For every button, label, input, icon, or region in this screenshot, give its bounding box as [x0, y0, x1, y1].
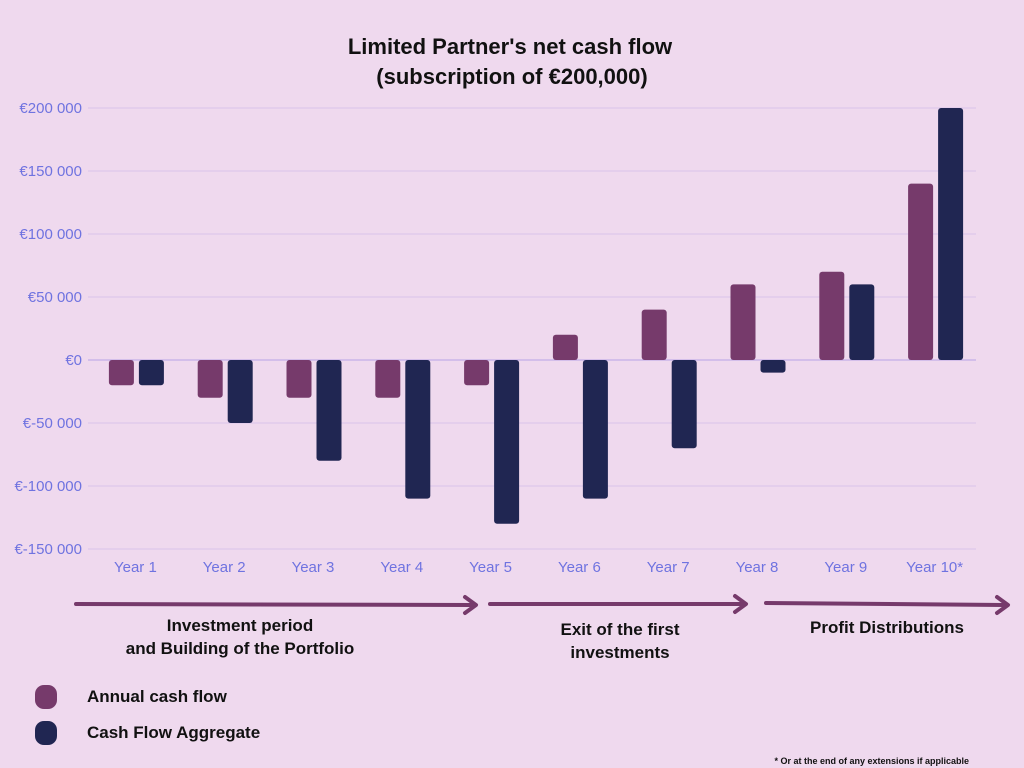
y-tick-label: €-50 000 — [23, 415, 82, 432]
legend-label-2: Cash Flow Aggregate — [87, 723, 260, 742]
phase-arrowhead-1 — [463, 595, 478, 615]
legend: Annual cash flow Cash Flow Aggregate — [35, 685, 260, 745]
cash-flow-aggregate-bar-3 — [316, 360, 342, 461]
y-tick-label: €150 000 — [19, 163, 82, 180]
phase-label-3: Profit Distributions — [810, 618, 964, 637]
cash-flow-aggregate-bar-6 — [582, 360, 608, 499]
chart-title-line-1: Limited Partner's net cash flow — [348, 34, 673, 59]
cash-flow-aggregate-bar-9 — [849, 284, 875, 360]
y-tick-label: €0 — [65, 352, 82, 369]
annual-cash-flow-bar-3 — [286, 360, 312, 398]
x-tick-label: Year 2 — [203, 559, 246, 576]
x-tick-label: Year 4 — [380, 559, 423, 576]
cash-flow-aggregate-bar-10 — [938, 108, 964, 360]
x-tick-label: Year 9 — [824, 559, 867, 576]
cash-flow-aggregate-bar-2 — [227, 360, 253, 423]
phase-arrowhead-3 — [995, 595, 1010, 615]
chart-title: Limited Partner's net cash flow (subscri… — [348, 34, 673, 89]
cash-flow-aggregate-bar-5 — [494, 360, 520, 524]
y-tick-label: €200 000 — [19, 100, 82, 117]
x-tick-label: Year 7 — [647, 559, 690, 576]
legend-label-1: Annual cash flow — [87, 687, 228, 706]
annual-cash-flow-bar-1 — [108, 360, 134, 386]
phase-label-2: investments — [570, 643, 669, 662]
annual-cash-flow-bar-7 — [641, 309, 667, 360]
annual-cash-flow-bar-6 — [552, 334, 578, 360]
y-tick-label: €50 000 — [28, 289, 82, 306]
annual-cash-flow-bar-2 — [197, 360, 223, 398]
phase-label-1: Investment period — [167, 616, 313, 635]
x-tick-label: Year 3 — [292, 559, 335, 576]
annual-cash-flow-bar-9 — [819, 271, 845, 360]
annual-cash-flow-bar-5 — [464, 360, 490, 386]
y-tick-label: €-150 000 — [14, 541, 82, 558]
y-tick-label: €100 000 — [19, 226, 82, 243]
phase-label-1: and Building of the Portfolio — [126, 639, 355, 658]
phase-annotations: Investment period and Building of the Por… — [74, 594, 1010, 662]
annual-cash-flow-bar-10 — [908, 183, 934, 360]
cash-flow-aggregate-bar-7 — [671, 360, 697, 449]
cash-flow-aggregate-bar-1 — [138, 360, 164, 386]
phase-arrow-3 — [764, 601, 1006, 607]
x-tick-label: Year 8 — [736, 559, 779, 576]
phase-arrow-1 — [74, 602, 474, 607]
x-tick-label: Year 5 — [469, 559, 512, 576]
bars — [108, 108, 964, 524]
cash-flow-aggregate-bar-8 — [760, 360, 786, 373]
x-tick-label: Year 1 — [114, 559, 157, 576]
y-tick-label: €-100 000 — [14, 478, 82, 495]
phase-arrowhead-2 — [733, 594, 748, 614]
annual-cash-flow-bar-4 — [375, 360, 401, 398]
chart-title-line-2: (subscription of €200,000) — [376, 64, 647, 89]
x-tick-label: Year 6 — [558, 559, 601, 576]
annual-cash-flow-bar-8 — [730, 284, 756, 360]
phase-label-2: Exit of the first — [560, 620, 679, 639]
x-axis-ticks: Year 1 Year 2 Year 3 Year 4 Year 5 Year 6 Year… — [114, 559, 963, 576]
legend-swatch-1 — [35, 685, 57, 709]
cash-flow-aggregate-bar-4 — [405, 360, 431, 499]
legend-swatch-2 — [35, 721, 57, 745]
y-axis-ticks: €200 000 €150 000 €100 000 €50 000 €0 €-50 00… — [14, 100, 82, 558]
x-tick-label: Year 10* — [906, 559, 963, 576]
footnote: * Or at the end of any extensions if app… — [774, 756, 969, 766]
